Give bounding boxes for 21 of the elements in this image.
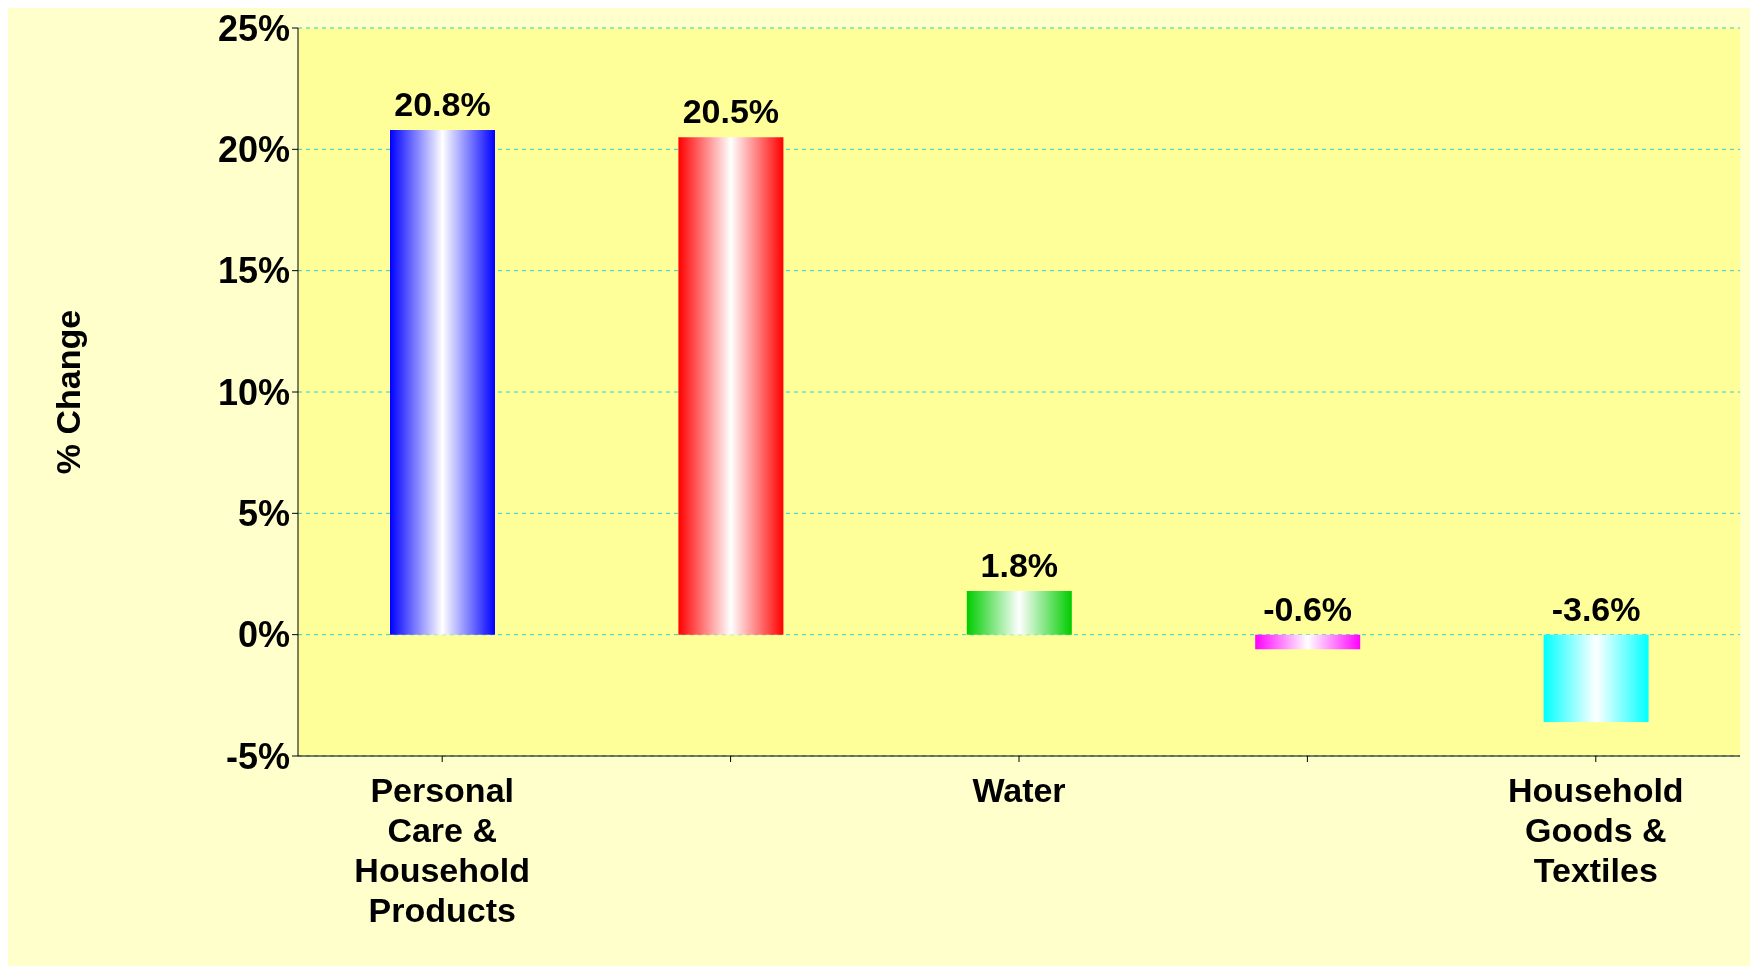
y-tick-label: -5% bbox=[225, 735, 290, 777]
y-tick-label: 5% bbox=[237, 493, 290, 535]
y-tick-label: 0% bbox=[237, 614, 290, 656]
x-tick-label: Water bbox=[972, 771, 1066, 809]
data-label: 20.8% bbox=[394, 84, 491, 123]
bar bbox=[678, 137, 784, 635]
x-tick-label: Household Goods & Textiles bbox=[1507, 771, 1684, 889]
bar bbox=[966, 590, 1072, 635]
y-tick-label: 10% bbox=[217, 371, 290, 413]
data-label: 1.8% bbox=[980, 545, 1059, 584]
data-label: -3.6% bbox=[1551, 589, 1641, 628]
data-label: 20.5% bbox=[682, 92, 780, 131]
bar bbox=[390, 129, 495, 635]
x-tick-label: Personal Care & Household Products bbox=[354, 771, 531, 929]
y-axis-title: % Change bbox=[49, 309, 88, 475]
data-label: -0.6% bbox=[1263, 589, 1353, 628]
y-tick-label: 15% bbox=[217, 250, 290, 292]
y-tick-label: 25% bbox=[217, 7, 290, 49]
bar bbox=[1255, 634, 1361, 650]
bar bbox=[1543, 634, 1649, 723]
y-tick-label: 20% bbox=[217, 129, 290, 171]
